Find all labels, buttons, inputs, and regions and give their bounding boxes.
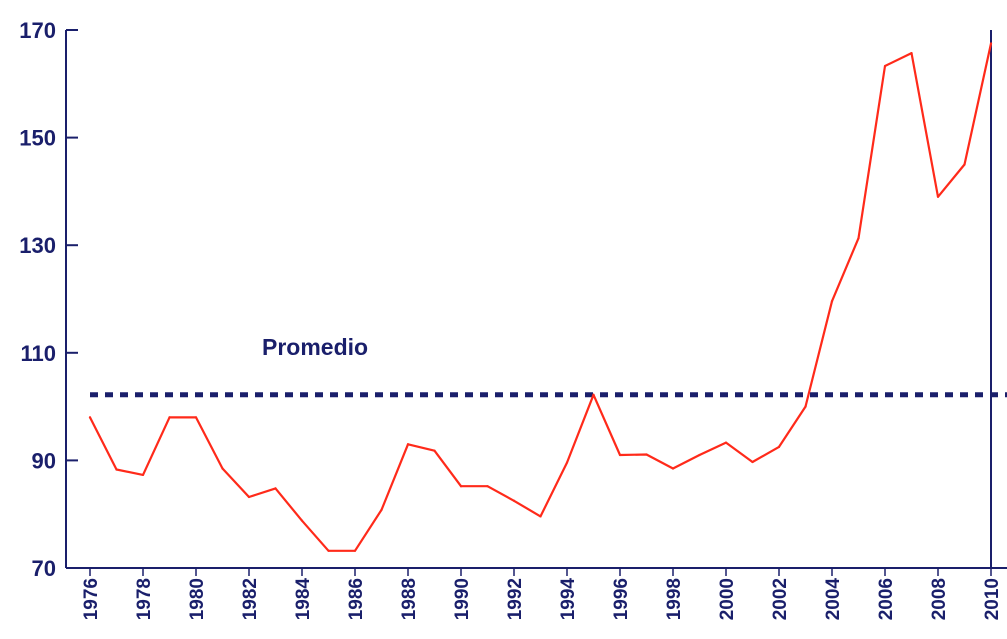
- x-tick-label: 2006: [876, 578, 897, 620]
- data-point: [327, 549, 330, 552]
- x-tick-label: 2002: [770, 578, 791, 620]
- x-tick-label: 2008: [929, 578, 950, 620]
- x-tick-label: 1984: [293, 578, 314, 621]
- data-point: [883, 64, 887, 68]
- data-point: [433, 449, 436, 452]
- data-point: [380, 508, 383, 511]
- x-tick-label: 1996: [611, 578, 632, 620]
- x-tick-label: 1980: [187, 578, 208, 620]
- y-tick-label: 70: [32, 556, 56, 581]
- data-point: [724, 441, 728, 444]
- data-point: [247, 495, 251, 499]
- x-tick-label: 1982: [240, 578, 261, 620]
- data-point: [989, 42, 993, 45]
- x-tick-label: 1978: [134, 578, 155, 620]
- data-point: [830, 300, 834, 303]
- data-point: [406, 443, 410, 446]
- data-point: [857, 237, 860, 240]
- data-point: [459, 485, 463, 488]
- x-tick-label: 2000: [717, 578, 738, 620]
- data-point: [777, 445, 781, 449]
- x-tick-label: 1994: [558, 578, 579, 621]
- data-point: [751, 460, 754, 464]
- x-tick-label: 2004: [823, 578, 844, 621]
- series-line: [88, 42, 993, 552]
- data-point: [221, 467, 224, 470]
- data-point: [910, 52, 913, 55]
- data-point: [804, 405, 807, 408]
- series-layer: [88, 42, 993, 552]
- data-point: [936, 195, 940, 198]
- reference-layer: [90, 30, 1007, 568]
- y-tick-label: 130: [19, 233, 56, 258]
- y-tick-label: 170: [19, 18, 56, 43]
- data-point: [592, 393, 595, 396]
- data-point: [486, 485, 489, 488]
- data-point: [274, 487, 277, 490]
- x-tick-label: 1988: [399, 578, 420, 620]
- data-point: [963, 163, 966, 166]
- x-tick-label: 1992: [505, 578, 526, 620]
- x-tick-label: 1990: [452, 578, 473, 620]
- y-tick-label: 110: [21, 341, 57, 366]
- data-point: [565, 461, 569, 464]
- data-point: [353, 549, 357, 552]
- label-layer: Promedio: [262, 334, 368, 360]
- data-point: [512, 499, 516, 502]
- x-tick-label: 2010: [982, 578, 1003, 620]
- data-point: [141, 473, 145, 477]
- y-tick-label: 150: [19, 126, 56, 151]
- data-point: [88, 416, 92, 419]
- axis-layer: 70 90 110 130 150 170 1976 1978 1980 1982 1984 1986…: [19, 18, 1007, 620]
- x-tick-label: 1998: [664, 578, 685, 620]
- data-point: [698, 453, 701, 457]
- data-point: [115, 468, 118, 471]
- data-point: [618, 453, 622, 457]
- x-tick-label: 1976: [81, 578, 102, 620]
- y-tick-label: 90: [32, 448, 56, 473]
- data-point: [539, 515, 542, 518]
- x-tick-label: 1986: [346, 578, 367, 620]
- average-label: Promedio: [262, 334, 368, 360]
- data-point: [168, 416, 171, 419]
- data-point: [300, 519, 304, 522]
- data-point: [194, 416, 198, 419]
- data-point: [671, 467, 675, 470]
- data-point: [645, 453, 648, 456]
